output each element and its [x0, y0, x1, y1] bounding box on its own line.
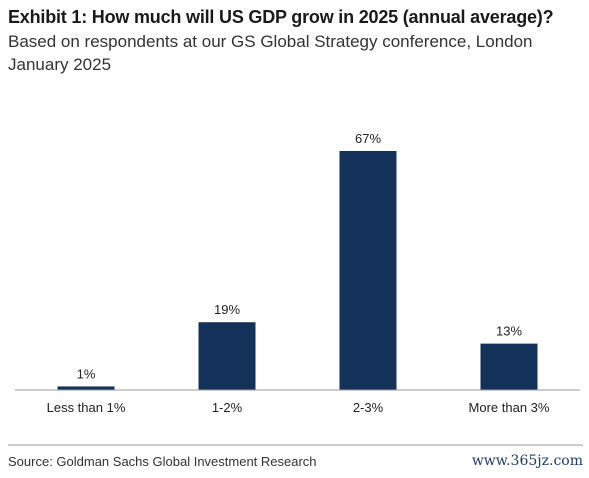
- chart-subtitle: Based on respondents at our GS Global St…: [8, 30, 578, 76]
- category-label-less-than-1: Less than 1%: [47, 400, 126, 415]
- data-label-1-2: 19%: [214, 302, 240, 317]
- bar-1-2: [198, 322, 256, 390]
- bar-2-3: [339, 151, 397, 390]
- data-labels-layer: 1% 19% 67% 13%: [77, 131, 523, 381]
- bar-more-than-3: [480, 343, 538, 390]
- source-note: Source: Goldman Sachs Global Investment …: [8, 454, 317, 469]
- category-label-more-than-3: More than 3%: [469, 400, 550, 415]
- bar-less-than-1: [57, 386, 115, 390]
- watermark: www.365jz.com: [471, 453, 583, 469]
- subtitle-line-1: Based on respondents at our GS Global St…: [8, 32, 533, 51]
- chart-title: Exhibit 1: How much will US GDP grow in …: [8, 7, 554, 27]
- data-label-less-than-1: 1%: [77, 366, 96, 381]
- subtitle-line-2: January 2025: [8, 55, 112, 74]
- category-label-1-2: 1-2%: [212, 400, 243, 415]
- category-labels-layer: Less than 1% 1-2% 2-3% More than 3%: [47, 400, 550, 415]
- bars-layer: [57, 151, 538, 390]
- category-label-2-3: 2-3%: [353, 400, 384, 415]
- data-label-2-3: 67%: [355, 131, 381, 146]
- data-label-more-than-3: 13%: [496, 324, 522, 339]
